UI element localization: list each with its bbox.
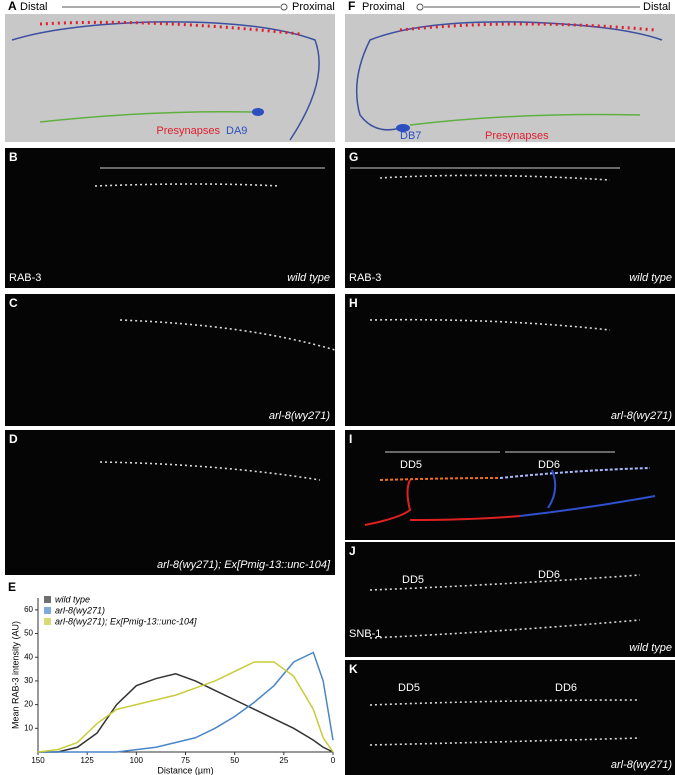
genotype-label: arl-8(wy271)	[611, 759, 672, 771]
genotype-label: wild type	[629, 272, 672, 284]
panel-letter: J	[349, 544, 356, 558]
legend-swatch	[44, 596, 51, 603]
micrograph	[5, 294, 335, 426]
legend-swatch	[44, 618, 51, 625]
label: Proximal	[292, 1, 335, 13]
micrograph	[5, 430, 335, 575]
x-tick-label: 75	[181, 756, 190, 765]
y-tick-label: 10	[24, 723, 33, 732]
micrograph	[345, 148, 675, 288]
panel-letter: A	[8, 0, 17, 13]
panel-letter: H	[349, 296, 358, 310]
neuron-label: DD5	[400, 459, 422, 471]
panel-letter: F	[348, 0, 355, 13]
panel-letter: D	[9, 432, 18, 446]
marker-label: SNB-1	[349, 628, 381, 640]
micrograph	[345, 294, 675, 426]
marker-label: RAB-3	[9, 272, 41, 284]
y-tick-label: 20	[24, 700, 33, 709]
label: Distal	[20, 1, 48, 13]
legend-label: arl-8(wy271)	[55, 605, 105, 615]
genotype-label: arl-8(wy271); Ex[Pmig-13::unc-104]	[157, 559, 331, 571]
x-axis-label: Distance (µm)	[157, 765, 213, 775]
neuron-label: DD5	[398, 682, 420, 694]
panel-letter: B	[9, 150, 18, 164]
micrograph	[345, 430, 675, 540]
x-tick-label: 125	[80, 756, 94, 765]
genotype-label: wild type	[629, 642, 672, 654]
x-tick-label: 50	[230, 756, 239, 765]
micrograph	[345, 542, 675, 657]
label: DA9	[226, 125, 247, 137]
genotype-label: wild type	[287, 272, 330, 284]
soma-marker	[281, 4, 287, 10]
x-tick-label: 150	[31, 756, 45, 765]
panel-letter: G	[349, 150, 358, 164]
y-tick-label: 40	[24, 652, 33, 661]
neuron-label: DD6	[538, 459, 560, 471]
x-tick-label: 25	[279, 756, 288, 765]
line-chart: 10 20 30 40 50 60 150 125 100 75 50 25 0 Distance (µm…	[10, 594, 335, 775]
y-tick-label: 30	[24, 676, 33, 685]
marker-label: RAB-3	[349, 272, 381, 284]
label: Distal	[643, 1, 671, 13]
x-tick-label: 0	[331, 756, 336, 765]
panel-letter: C	[9, 296, 18, 310]
neuron-label: DD6	[538, 569, 560, 581]
genotype-label: arl-8(wy271)	[269, 410, 330, 422]
dic-image	[345, 14, 675, 142]
cell-body	[252, 108, 264, 116]
legend-swatch	[44, 607, 51, 614]
y-tick-label: 50	[24, 629, 33, 638]
micrograph	[345, 660, 675, 775]
x-tick-label: 100	[130, 756, 144, 765]
micrograph	[5, 148, 335, 288]
label: Presynapses	[485, 130, 549, 142]
genotype-label: arl-8(wy271)	[611, 410, 672, 422]
neuron-label: DD6	[555, 682, 577, 694]
soma-marker	[417, 4, 423, 10]
legend-label: wild type	[55, 594, 90, 604]
label: Proximal	[362, 1, 405, 13]
y-axis-label: Mean RAB-3 intensity (AU)	[10, 621, 20, 729]
panel-letter: K	[349, 662, 358, 676]
label: DB7	[400, 130, 421, 142]
figure: A Distal Proximal Presynapses DA9 B RAB-…	[0, 0, 675, 775]
y-tick-label: 60	[24, 605, 33, 614]
legend-label: arl-8(wy271); Ex[Pmig-13::unc-104]	[55, 616, 197, 626]
neuron-label: DD5	[402, 574, 424, 586]
panel-letter: I	[349, 432, 352, 446]
label: Presynapses	[156, 125, 220, 137]
panel-letter: E	[8, 580, 16, 594]
